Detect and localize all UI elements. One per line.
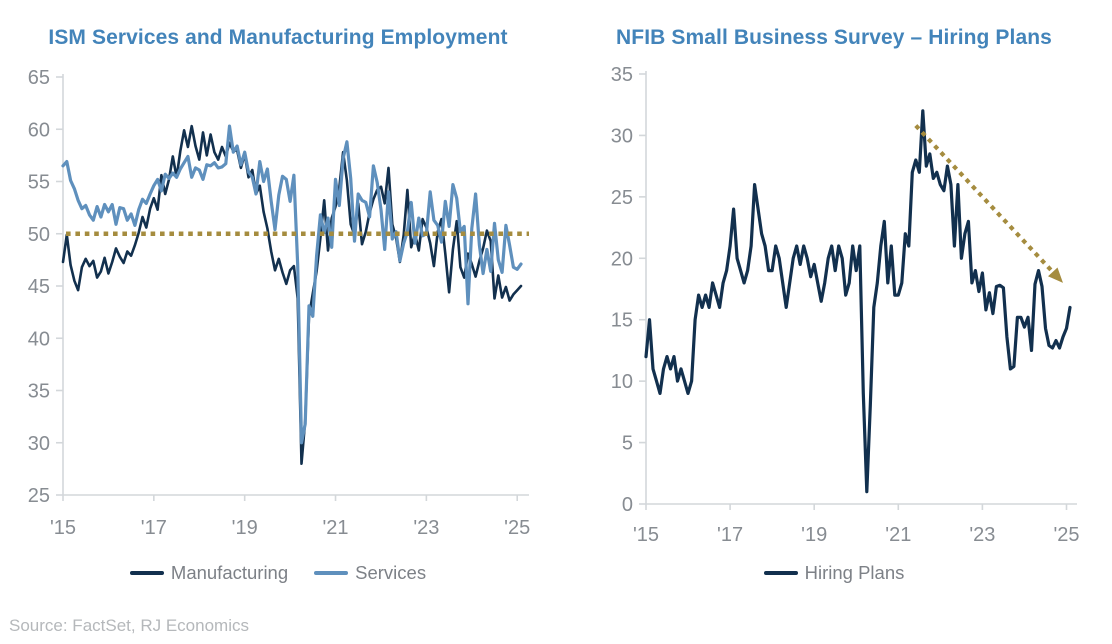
manufacturing-legend-label: Manufacturing xyxy=(170,562,289,583)
ism-chart-title: ISM Services and Manufacturing Employmen… xyxy=(48,26,508,49)
y-tick-label: 0 xyxy=(622,494,633,516)
manufacturing-line-swatch xyxy=(129,571,164,575)
y-tick-label: 25 xyxy=(28,485,50,507)
x-tick-label: '15 xyxy=(633,524,659,546)
series-line-hiring-plans xyxy=(644,109,1072,494)
nfib-legend: Hiring Plans xyxy=(556,560,1112,586)
hiring-plans-line-swatch xyxy=(763,571,798,575)
x-tick-label: '23 xyxy=(413,517,439,539)
nfib-hiring-figure: NFIB Small Business Survey – Hiring Plan… xyxy=(556,0,1112,586)
ism-employment-figure: ISM Services and Manufacturing Employmen… xyxy=(0,0,556,586)
legend-item-services: Services xyxy=(314,562,426,584)
ism-legend: Manufacturing Services xyxy=(0,560,556,586)
y-tick-label: 25 xyxy=(611,187,633,209)
x-tick-label: '19 xyxy=(801,524,827,546)
source-note: Source: FactSet, RJ Economics xyxy=(9,616,249,635)
y-tick-label: 30 xyxy=(611,125,633,147)
y-tick-label: 20 xyxy=(611,248,633,270)
legend-item-hiring-plans: Hiring Plans xyxy=(763,562,905,584)
x-tick-label: '25 xyxy=(1053,524,1079,546)
x-tick-label: '19 xyxy=(232,517,258,539)
services-line-swatch xyxy=(314,571,349,575)
y-tick-label: 65 xyxy=(28,67,50,89)
x-tick-label: '17 xyxy=(717,524,743,546)
y-tick-label: 35 xyxy=(28,381,50,403)
y-tick-label: 35 xyxy=(611,64,633,86)
y-tick-label: 55 xyxy=(28,172,50,194)
nfib-hiring-plot: 35 30 25 20 15 10 5 0'15 '17 '19 '21 '23 '25 xyxy=(611,64,1080,546)
x-tick-label: '17 xyxy=(141,517,167,539)
x-tick-label: '25 xyxy=(504,517,530,539)
trend-arrow-head xyxy=(1048,267,1063,283)
y-tick-label: 30 xyxy=(28,433,50,455)
y-tick-label: 5 xyxy=(622,433,633,455)
nfib-chart-title: NFIB Small Business Survey – Hiring Plan… xyxy=(616,26,1052,49)
trend-arrow-shaft xyxy=(914,124,1057,276)
y-tick-label: 10 xyxy=(611,371,633,393)
x-tick-label: '21 xyxy=(885,524,911,546)
x-tick-label: '23 xyxy=(969,524,995,546)
x-tick-label: '21 xyxy=(322,517,348,539)
y-tick-label: 15 xyxy=(611,310,633,332)
y-tick-label: 50 xyxy=(28,224,50,246)
y-tick-label: 45 xyxy=(28,276,50,298)
x-tick-label: '15 xyxy=(50,517,76,539)
ism-employment-plot: 65 60 55 50 45 40 35 30 25'15 '17 '19 '21 '23 '25 xyxy=(28,67,531,539)
series-line-services xyxy=(61,124,523,445)
services-legend-label: Services xyxy=(355,562,427,583)
legend-item-manufacturing: Manufacturing xyxy=(129,562,289,584)
y-tick-label: 40 xyxy=(28,328,50,350)
charts-row: ISM Services and Manufacturing Employmen… xyxy=(0,0,1112,586)
hiring-plans-legend-label: Hiring Plans xyxy=(804,562,905,583)
series-line-manufacturing xyxy=(61,124,523,466)
y-tick-label: 60 xyxy=(28,119,50,141)
